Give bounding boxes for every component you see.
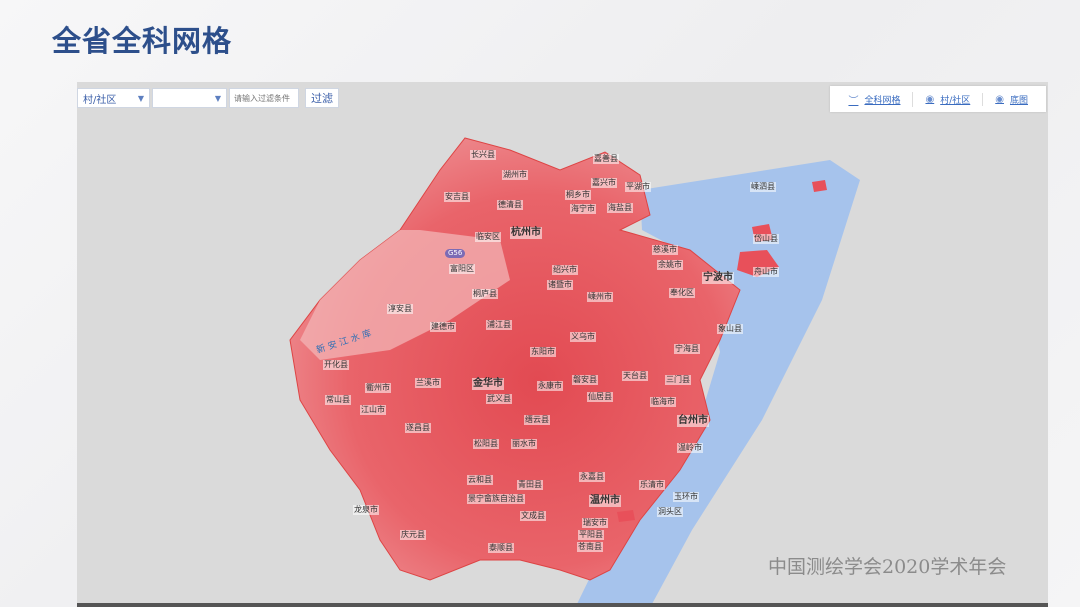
place-label: 嵊泗县: [750, 182, 776, 192]
place-label: 象山县: [717, 324, 743, 334]
filter-input[interactable]: [229, 88, 299, 108]
place-label: 乐清市: [639, 480, 665, 490]
place-label: 淳安县: [387, 304, 413, 314]
place-label: 宁海县: [674, 344, 700, 354]
place-label: 衢州市: [365, 383, 391, 393]
road-label: G56: [445, 249, 466, 258]
place-label: 嘉善县: [593, 154, 619, 164]
place-label: 遂昌县: [405, 423, 431, 433]
place-label: 舟山市: [753, 267, 779, 277]
place-label: 绍兴市: [552, 265, 578, 275]
filter-toolbar: 村/社区 ▼ ▼ 过滤: [77, 88, 339, 108]
layer-label: 全科网格: [864, 95, 901, 106]
layer-grid[interactable]: ︶ 全科网格: [836, 91, 914, 107]
island-shengsi: [812, 180, 827, 192]
caret-down-icon: ▼: [214, 93, 221, 103]
place-label: 温岭市: [677, 443, 703, 453]
place-label: 长兴县: [470, 150, 496, 160]
place-label: 江山市: [360, 405, 386, 415]
level-select[interactable]: 村/社区 ▼: [77, 88, 150, 108]
layer-basemap[interactable]: ◉ 底图: [983, 93, 1040, 106]
place-label: 嘉兴市: [591, 178, 617, 188]
place-label: 安吉县: [444, 192, 470, 202]
place-label: 苍南县: [577, 542, 603, 552]
place-label: 海宁市: [570, 204, 596, 214]
place-label: 兰溪市: [415, 378, 441, 388]
place-label: 奉化区: [669, 288, 695, 298]
place-label: 玉环市: [673, 492, 699, 502]
layer-label: 底图: [1009, 95, 1028, 106]
place-label: 磐安县: [572, 375, 598, 385]
layer-switcher: ︶ 全科网格 ◉ 村/社区 ◉ 底图: [830, 86, 1046, 112]
island-dongtou: [617, 510, 635, 522]
place-label: 建德市: [430, 322, 456, 332]
place-label: 洞头区: [657, 507, 683, 517]
map-view[interactable]: 村/社区 ▼ ▼ 过滤 ︶ 全科网格 ◉ 村/社区 ◉ 底图 G56 新安江水库…: [77, 82, 1048, 604]
layer-village[interactable]: ◉ 村/社区: [913, 92, 984, 106]
place-label: 岱山县: [753, 234, 779, 244]
place-label: 海盐县: [607, 203, 633, 213]
place-label: 泰顺县: [488, 543, 514, 553]
place-label: 常山县: [325, 395, 351, 405]
place-label: 平湖市: [625, 182, 651, 192]
place-label: 开化县: [323, 360, 349, 370]
place-label: 仙居县: [587, 392, 613, 402]
place-label: 武义县: [486, 394, 512, 404]
place-label: 余姚市: [657, 260, 683, 270]
layer-label: 村/社区: [940, 95, 971, 106]
place-label: 丽水市: [511, 439, 537, 449]
wave-icon: ︶: [848, 95, 859, 107]
place-label: 天台县: [622, 371, 648, 381]
place-label: 诸暨市: [547, 280, 573, 290]
place-label: 慈溪市: [652, 245, 678, 255]
place-label: 东阳市: [530, 347, 556, 357]
place-label: 永嘉县: [579, 472, 605, 482]
eye-icon: ◉: [995, 93, 1004, 105]
place-label: 湖州市: [502, 170, 528, 180]
place-label: 德清县: [497, 200, 523, 210]
map-canvas[interactable]: [77, 82, 1048, 604]
place-label: 永康市: [537, 381, 563, 391]
place-label: 温州市: [589, 495, 621, 507]
region-select[interactable]: ▼: [152, 88, 227, 108]
watermark: 中国测绘学会2020学术年会: [768, 556, 1007, 578]
place-label: 嵊州市: [587, 292, 613, 302]
place-label: 缙云县: [524, 415, 550, 425]
place-label: 义乌市: [570, 332, 596, 342]
place-label: 景宁畲族自治县: [467, 494, 525, 504]
place-label: 宁波市: [702, 272, 734, 284]
place-label: 杭州市: [510, 227, 542, 239]
caret-down-icon: ▼: [137, 93, 144, 103]
place-label: 云和县: [467, 475, 493, 485]
bottom-bar: [77, 603, 1048, 607]
place-label: 临安区: [475, 232, 501, 242]
place-label: 浦江县: [486, 320, 512, 330]
place-label: 台州市: [677, 415, 709, 427]
place-label: 三门县: [665, 375, 691, 385]
page-title: 全省全科网格: [52, 24, 233, 58]
place-label: 文成县: [520, 511, 546, 521]
place-label: 桐庐县: [472, 289, 498, 299]
filter-button[interactable]: 过滤: [305, 88, 339, 108]
place-label: 临海市: [650, 397, 676, 407]
eye-icon: ◉: [925, 93, 935, 105]
low-density-area: [300, 230, 510, 360]
place-label: 瑞安市: [582, 518, 608, 528]
place-label: 松阳县: [473, 439, 499, 449]
place-label: 庆元县: [400, 530, 426, 540]
level-select-value: 村/社区: [83, 94, 117, 106]
place-label: 龙泉市: [353, 505, 379, 515]
place-label: 青田县: [517, 480, 543, 490]
place-label: 金华市: [472, 378, 504, 390]
place-label: 富阳区: [449, 264, 475, 274]
place-label: 平阳县: [578, 530, 604, 540]
place-label: 桐乡市: [565, 190, 591, 200]
